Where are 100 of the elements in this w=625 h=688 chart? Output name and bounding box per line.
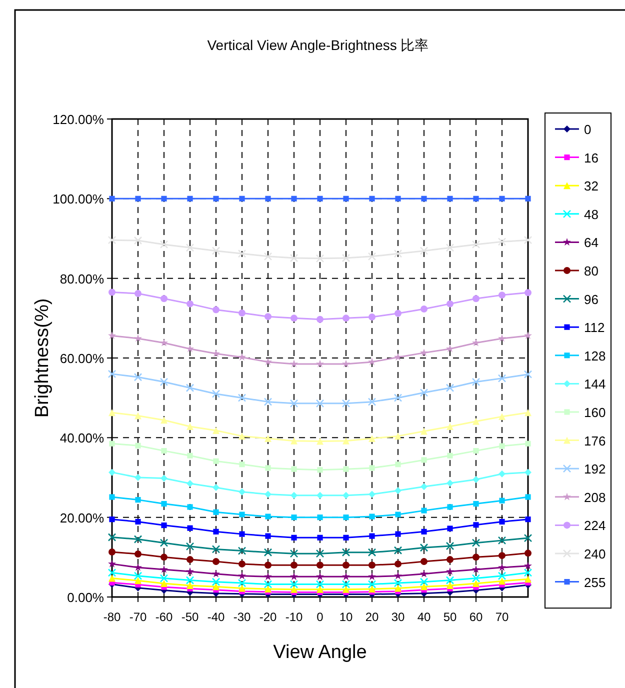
point	[343, 534, 349, 540]
point	[342, 548, 350, 557]
point	[394, 487, 402, 494]
point	[394, 432, 402, 440]
point	[134, 236, 142, 245]
legend-label: 128	[584, 348, 606, 364]
point	[187, 196, 193, 202]
point	[161, 522, 167, 528]
legend-label: 80	[584, 264, 598, 278]
point	[420, 428, 428, 435]
legend-label: 208	[584, 490, 606, 505]
point	[446, 480, 454, 487]
point	[238, 309, 246, 316]
point	[290, 254, 298, 262]
point	[212, 306, 220, 314]
point	[342, 254, 350, 262]
point	[446, 582, 454, 589]
x-tick-label: 30	[391, 610, 405, 624]
x-tick-label: -50	[181, 610, 199, 624]
point	[472, 565, 480, 573]
point	[524, 409, 532, 416]
point	[472, 338, 480, 346]
point	[186, 582, 194, 589]
point	[212, 246, 220, 255]
point	[472, 580, 480, 587]
point	[524, 562, 532, 570]
point	[212, 583, 220, 590]
legend-label: 64	[584, 235, 598, 250]
point	[238, 488, 246, 496]
point	[264, 313, 272, 320]
point	[420, 306, 428, 313]
point	[212, 390, 220, 398]
point	[290, 562, 298, 569]
point	[342, 399, 350, 408]
point	[368, 548, 376, 557]
point	[472, 240, 480, 249]
point	[420, 583, 428, 590]
point	[369, 196, 375, 202]
point	[368, 358, 376, 366]
point	[238, 584, 246, 592]
point	[108, 409, 116, 416]
point	[187, 504, 193, 510]
point	[109, 516, 115, 522]
point	[446, 244, 454, 252]
x-tick-label: -10	[285, 610, 303, 624]
legend-label: 48	[584, 206, 598, 222]
point	[186, 542, 194, 551]
point	[238, 546, 246, 555]
point	[498, 334, 506, 342]
point	[160, 554, 168, 561]
point	[342, 437, 350, 444]
point	[291, 196, 297, 202]
point	[291, 514, 297, 520]
legend-label: 144	[584, 376, 606, 392]
point	[317, 514, 323, 520]
point	[213, 458, 219, 464]
point	[134, 474, 142, 481]
point	[499, 498, 505, 504]
y-tick-label: 80.00%	[60, 271, 104, 286]
point	[472, 538, 480, 547]
point	[394, 560, 402, 568]
point	[343, 196, 349, 202]
point	[317, 467, 323, 473]
point	[212, 349, 220, 358]
point	[108, 533, 116, 542]
point	[472, 574, 480, 582]
point	[238, 249, 246, 258]
point	[265, 533, 271, 539]
point	[368, 586, 376, 593]
point	[420, 246, 428, 255]
point	[264, 586, 272, 593]
point	[239, 462, 245, 468]
point	[212, 558, 220, 566]
point	[498, 578, 506, 585]
legend-label: 112	[584, 320, 605, 336]
point	[525, 196, 531, 202]
point	[186, 300, 194, 308]
point	[109, 440, 115, 446]
point	[316, 438, 324, 445]
point	[369, 465, 375, 471]
legend-label: 160	[584, 405, 606, 420]
point	[264, 252, 272, 261]
x-tick-label: 0	[316, 610, 324, 624]
point	[316, 562, 324, 569]
point	[369, 533, 375, 539]
point	[290, 437, 298, 444]
point	[108, 288, 116, 296]
point	[239, 196, 245, 202]
point	[446, 576, 454, 584]
point	[472, 378, 480, 386]
x-tick-label: 20	[365, 610, 379, 624]
point	[290, 572, 298, 580]
point	[134, 334, 142, 342]
point	[368, 562, 376, 569]
point	[160, 580, 168, 587]
point	[134, 550, 142, 558]
point	[524, 468, 532, 476]
legend-label: 240	[584, 546, 606, 562]
point	[342, 492, 350, 499]
point	[212, 545, 220, 554]
